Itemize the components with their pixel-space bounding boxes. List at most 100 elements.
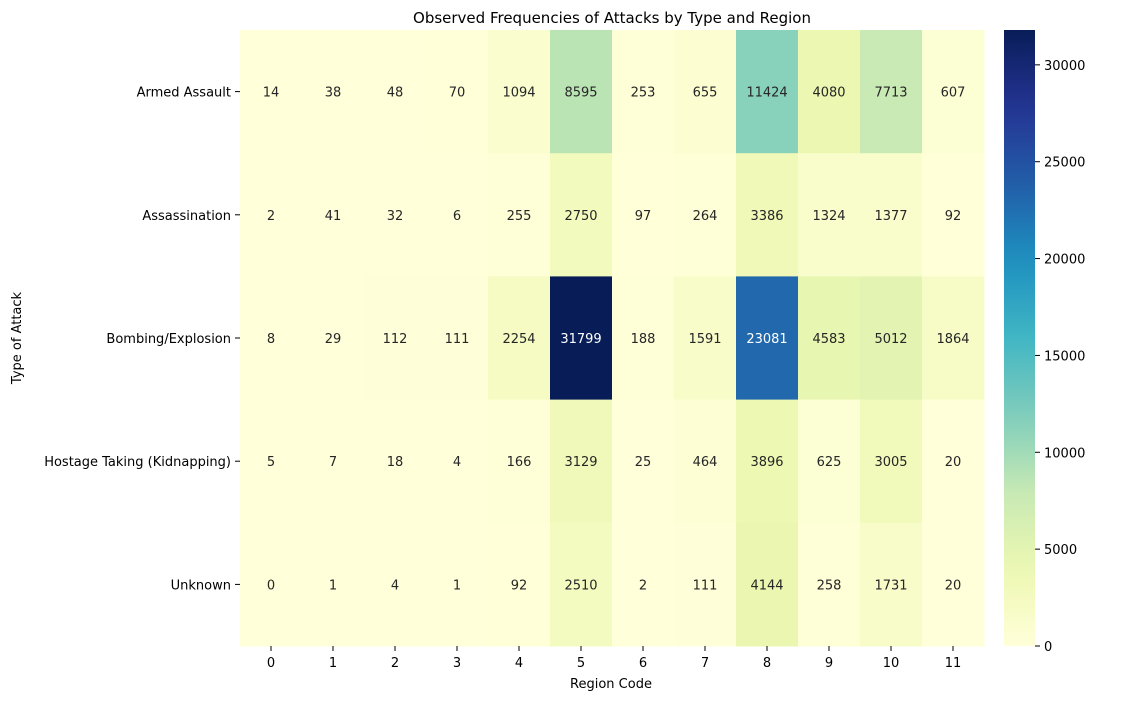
- y-axis-label: Type of Attack: [10, 291, 25, 385]
- cell-value-label: 3896: [750, 455, 783, 470]
- heatmap-cell: [240, 399, 303, 524]
- cell-value-label: 166: [507, 455, 532, 470]
- cell-value-label: 655: [693, 86, 718, 101]
- heatmap-cell: [302, 399, 365, 524]
- colorbar-gradient: [1004, 30, 1035, 646]
- x-axis: 0 1 2 3 4 5 6 7 8 9 10 11: [267, 646, 961, 671]
- heatmap-cell: [426, 30, 489, 154]
- x-tick-label: 1: [329, 656, 337, 671]
- heatmap-cell: [860, 153, 923, 277]
- cell-value-label: 92: [511, 578, 528, 593]
- heatmap-cell: [550, 30, 613, 154]
- heatmap-cell: [736, 399, 799, 524]
- cell-value-label: 31799: [560, 332, 601, 347]
- cell-value-label: 253: [631, 86, 656, 101]
- cell-value-label: 5012: [874, 332, 907, 347]
- heatmap-cell: [674, 399, 737, 524]
- y-tick-label: Assassination: [142, 209, 231, 224]
- heatmap-cell: [364, 153, 427, 277]
- heatmap-cell: [736, 30, 799, 154]
- heatmap-cell: [922, 30, 985, 154]
- cell-value-label: 112: [383, 332, 408, 347]
- cell-value-label: 3005: [874, 455, 907, 470]
- cell-value-label: 1: [329, 578, 337, 593]
- colorbar-tick-label: 5000: [1044, 543, 1077, 558]
- heatmap-cell: [550, 276, 613, 401]
- x-tick-label: 2: [391, 656, 399, 671]
- colorbar-tick-label: 15000: [1044, 349, 1085, 364]
- cell-value-label: 1324: [812, 209, 845, 224]
- cell-value-label: 4080: [812, 86, 845, 101]
- heatmap-cell: [736, 276, 799, 401]
- heatmap-cell: [860, 30, 923, 154]
- heatmap-cell: [426, 153, 489, 277]
- cell-value-label: 1864: [936, 332, 969, 347]
- heatmap-cell: [426, 399, 489, 524]
- cell-value-label: 1377: [874, 209, 907, 224]
- cell-value-label: 23081: [746, 332, 787, 347]
- y-tick-label: Hostage Taking (Kidnapping): [44, 455, 231, 470]
- heatmap-cell: [612, 522, 675, 647]
- heatmap-cell: [364, 522, 427, 647]
- cell-value-label: 2: [639, 578, 647, 593]
- heatmap-cell: [860, 522, 923, 647]
- heatmap-cell: [488, 276, 551, 401]
- cell-value-label: 70: [449, 86, 466, 101]
- cell-value-label: 7: [329, 455, 337, 470]
- y-tick-label: Armed Assault: [137, 86, 231, 101]
- heatmap-cell: [922, 153, 985, 277]
- cell-value-label: 1591: [688, 332, 721, 347]
- cell-value-label: 2: [267, 209, 275, 224]
- heatmap-cell: [674, 276, 737, 401]
- colorbar-tick-label: 10000: [1044, 446, 1085, 461]
- cell-value-label: 3386: [750, 209, 783, 224]
- heatmap-cell: [488, 153, 551, 277]
- cell-value-label: 258: [817, 578, 842, 593]
- heatmap-cell: [488, 522, 551, 647]
- cell-value-label: 20: [945, 455, 962, 470]
- x-tick-label: 8: [763, 656, 771, 671]
- heatmap-cell: [922, 522, 985, 647]
- cell-value-label: 464: [693, 455, 718, 470]
- cell-value-label: 111: [693, 578, 718, 593]
- cell-value-label: 625: [817, 455, 842, 470]
- y-axis: Armed Assault Assassination Bombing/Explos…: [44, 86, 240, 593]
- heatmap-cell: [922, 399, 985, 524]
- x-tick-label: 11: [945, 656, 962, 671]
- x-tick-label: 3: [453, 656, 461, 671]
- cell-value-label: 2510: [564, 578, 597, 593]
- cell-value-label: 7713: [874, 86, 907, 101]
- heatmap-cell: [736, 153, 799, 277]
- cell-value-label: 5: [267, 455, 275, 470]
- colorbar-tick-label: 20000: [1044, 253, 1085, 268]
- heatmap-cell: [798, 153, 861, 277]
- cell-value-label: 607: [941, 86, 966, 101]
- heatmap-cell: [426, 276, 489, 401]
- heatmap-cell: [612, 153, 675, 277]
- colorbar-tick-label: 30000: [1044, 59, 1085, 74]
- cell-value-label: 264: [693, 209, 718, 224]
- heatmap-cell: [674, 522, 737, 647]
- cell-value-label: 111: [445, 332, 470, 347]
- cell-value-label: 1731: [874, 578, 907, 593]
- heatmap-cell: [240, 30, 303, 154]
- heatmap-cell: [364, 276, 427, 401]
- cell-value-label: 8: [267, 332, 275, 347]
- cell-value-label: 1094: [502, 86, 535, 101]
- cell-value-label: 14: [263, 86, 280, 101]
- heatmap-cell: [488, 30, 551, 154]
- x-axis-label: Region Code: [570, 677, 652, 692]
- y-tick-label: Bombing/Explosion: [106, 332, 231, 347]
- cell-value-label: 92: [945, 209, 962, 224]
- cell-value-label: 188: [631, 332, 656, 347]
- heatmap-cell: [798, 399, 861, 524]
- heatmap-cell: [364, 30, 427, 154]
- cell-value-label: 48: [387, 86, 404, 101]
- heatmap-cell: [426, 522, 489, 647]
- cell-value-label: 4144: [750, 578, 783, 593]
- heatmap-cell: [922, 276, 985, 401]
- heatmap-cell: [612, 399, 675, 524]
- x-tick-label: 6: [639, 656, 647, 671]
- cell-value-label: 97: [635, 209, 652, 224]
